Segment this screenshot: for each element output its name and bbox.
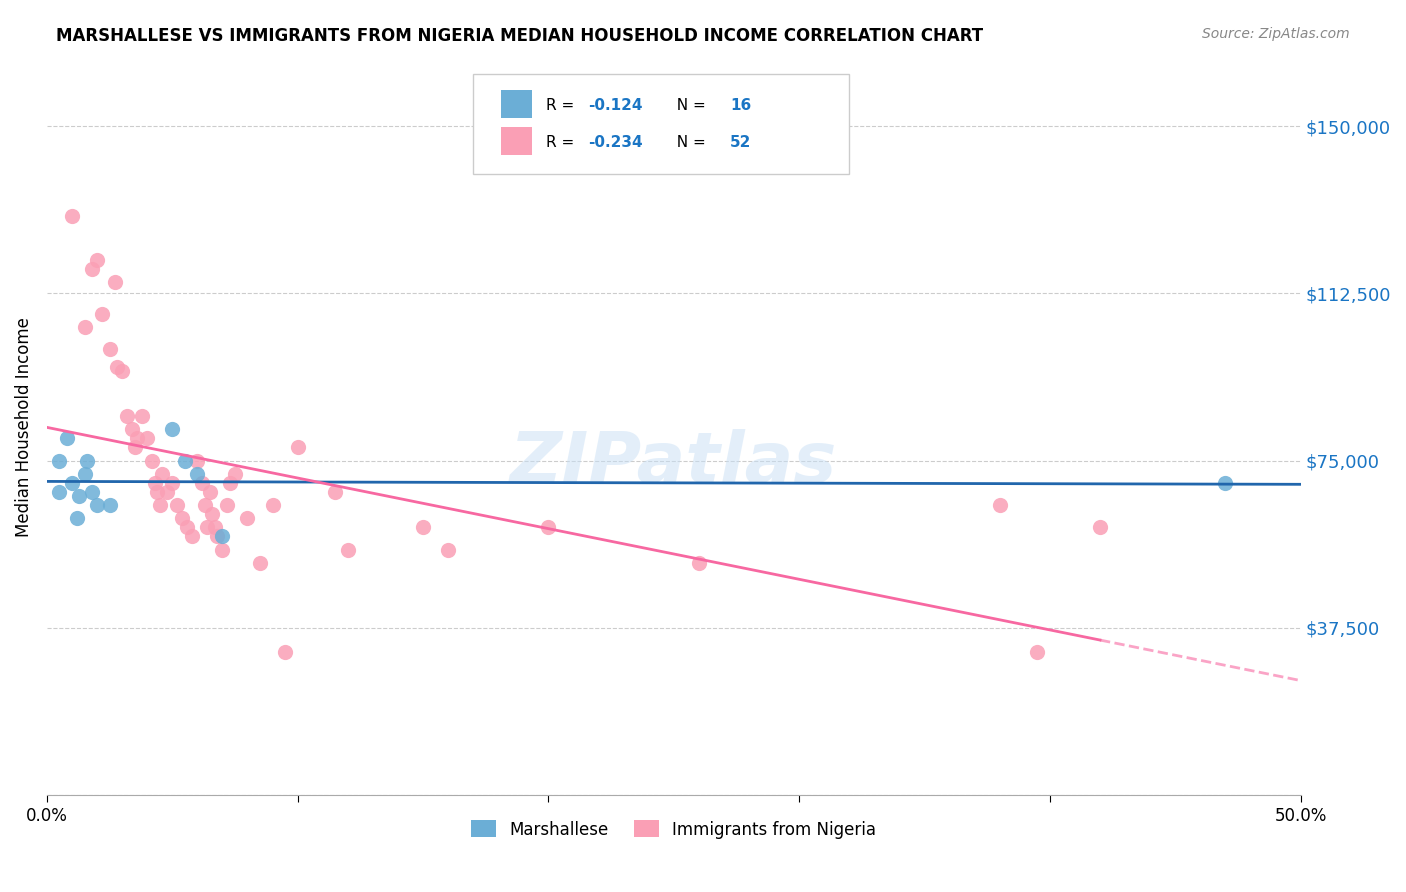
Point bbox=[149, 498, 172, 512]
FancyBboxPatch shape bbox=[501, 128, 531, 155]
Point bbox=[73, 467, 96, 481]
Point bbox=[86, 498, 108, 512]
Text: N =: N = bbox=[668, 136, 711, 150]
Point bbox=[150, 467, 173, 481]
FancyBboxPatch shape bbox=[501, 90, 531, 119]
Point bbox=[195, 520, 218, 534]
Text: -0.124: -0.124 bbox=[589, 98, 643, 113]
Text: 52: 52 bbox=[730, 136, 752, 150]
Point bbox=[336, 542, 359, 557]
Point bbox=[48, 484, 70, 499]
Point bbox=[121, 422, 143, 436]
Point bbox=[207, 529, 229, 543]
Point bbox=[988, 498, 1011, 512]
Point bbox=[412, 520, 434, 534]
Point bbox=[98, 498, 121, 512]
Point bbox=[104, 276, 127, 290]
Point bbox=[127, 431, 149, 445]
Point bbox=[111, 364, 134, 378]
Point bbox=[146, 484, 169, 499]
Point bbox=[60, 209, 83, 223]
Point bbox=[115, 409, 138, 423]
Point bbox=[73, 319, 96, 334]
Point bbox=[76, 453, 98, 467]
Point bbox=[80, 484, 103, 499]
Y-axis label: Median Household Income: Median Household Income bbox=[15, 318, 32, 537]
Point bbox=[186, 453, 208, 467]
Point bbox=[219, 475, 242, 490]
Point bbox=[211, 529, 233, 543]
Point bbox=[224, 467, 246, 481]
Point bbox=[91, 307, 114, 321]
Point bbox=[162, 475, 184, 490]
Point bbox=[211, 542, 233, 557]
Point bbox=[56, 431, 79, 445]
Text: -0.234: -0.234 bbox=[589, 136, 643, 150]
FancyBboxPatch shape bbox=[474, 74, 849, 174]
Point bbox=[48, 453, 70, 467]
Point bbox=[194, 498, 217, 512]
Text: ZIPatlas: ZIPatlas bbox=[510, 429, 838, 499]
Point bbox=[131, 409, 153, 423]
Point bbox=[323, 484, 346, 499]
Point bbox=[66, 511, 89, 525]
Point bbox=[86, 253, 108, 268]
Point bbox=[688, 556, 710, 570]
Point bbox=[217, 498, 239, 512]
Point bbox=[141, 453, 163, 467]
Legend: Marshallese, Immigrants from Nigeria: Marshallese, Immigrants from Nigeria bbox=[464, 814, 883, 846]
Text: 16: 16 bbox=[730, 98, 751, 113]
Point bbox=[176, 520, 198, 534]
Point bbox=[537, 520, 560, 534]
Point bbox=[60, 475, 83, 490]
Point bbox=[173, 453, 195, 467]
Point bbox=[172, 511, 194, 525]
Point bbox=[236, 511, 259, 525]
Point bbox=[143, 475, 166, 490]
Point bbox=[249, 556, 271, 570]
Point bbox=[136, 431, 159, 445]
Text: Source: ZipAtlas.com: Source: ZipAtlas.com bbox=[1202, 27, 1350, 41]
Point bbox=[437, 542, 460, 557]
Point bbox=[98, 342, 121, 356]
Text: R =: R = bbox=[546, 136, 579, 150]
Text: N =: N = bbox=[668, 98, 711, 113]
Point bbox=[204, 520, 226, 534]
Point bbox=[80, 262, 103, 277]
Point bbox=[1215, 475, 1237, 490]
Point bbox=[105, 359, 128, 374]
Point bbox=[181, 529, 204, 543]
Text: MARSHALLESE VS IMMIGRANTS FROM NIGERIA MEDIAN HOUSEHOLD INCOME CORRELATION CHART: MARSHALLESE VS IMMIGRANTS FROM NIGERIA M… bbox=[56, 27, 983, 45]
Point bbox=[166, 498, 188, 512]
Point bbox=[186, 467, 208, 481]
Point bbox=[1026, 645, 1049, 659]
Point bbox=[201, 507, 224, 521]
Text: R =: R = bbox=[546, 98, 579, 113]
Point bbox=[69, 489, 91, 503]
Point bbox=[274, 645, 297, 659]
Point bbox=[191, 475, 214, 490]
Point bbox=[162, 422, 184, 436]
Point bbox=[287, 440, 309, 454]
Point bbox=[156, 484, 179, 499]
Point bbox=[198, 484, 221, 499]
Point bbox=[124, 440, 146, 454]
Point bbox=[1088, 520, 1111, 534]
Point bbox=[262, 498, 284, 512]
